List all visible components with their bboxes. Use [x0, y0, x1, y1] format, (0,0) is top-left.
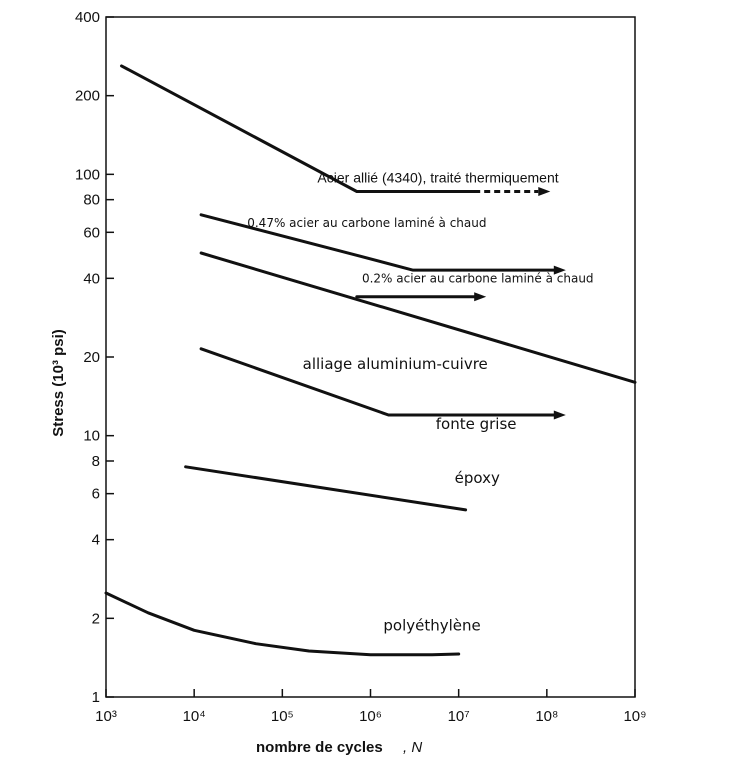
series-label-fonte-grise: fonte grise	[436, 415, 517, 433]
series-label-polyethylene: polyéthylène	[383, 616, 480, 634]
y-tick-label: 400	[75, 9, 100, 26]
series-line-fonte-grise	[199, 347, 556, 417]
arrowhead-acier-4340	[538, 186, 551, 196]
y-axis-ticks: 1 2 4 6 8 10 20 40 60 80 100 200 400	[75, 9, 114, 706]
x-tick-label: 10⁵	[271, 708, 294, 725]
x-tick-label: 10⁹	[623, 708, 646, 725]
y-tick-label: 80	[83, 192, 100, 209]
arrowhead-acier-02	[474, 292, 487, 302]
series-line-acier-047	[199, 213, 556, 272]
y-tick-label: 60	[83, 224, 100, 241]
x-tick-label: 10⁴	[183, 708, 206, 725]
y-tick-label: 40	[83, 270, 100, 287]
y-tick-label: 100	[75, 166, 100, 183]
y-tick-label: 6	[92, 486, 100, 503]
x-tick-label: 10⁶	[359, 708, 382, 725]
y-tick-label: 200	[75, 88, 100, 105]
y-tick-label: 1	[92, 689, 100, 706]
arrowhead-acier-047	[553, 265, 566, 275]
series-layer	[104, 64, 637, 657]
series-label-alliage-al-cu: alliage aluminium-cuivre	[303, 355, 488, 373]
y-axis-title: Stress (10³ psi)	[50, 329, 67, 437]
y-tick-label: 2	[92, 610, 100, 627]
series-label-acier-4340: Acier allié (4340), traité thermiquement	[317, 170, 558, 186]
x-tick-label: 10³	[95, 708, 117, 725]
series-label-epoxy: époxy	[455, 469, 500, 487]
y-tick-label: 20	[83, 349, 100, 366]
y-tick-label: 4	[92, 532, 100, 549]
series-label-acier-02: 0.2% acier au carbone laminé à chaud	[362, 272, 594, 286]
series-label-acier-047: 0.47% acier au carbone laminé à chaud	[247, 216, 486, 230]
x-axis-title: nombre de cycles	[256, 739, 383, 756]
series-line-alliage-al-cu	[199, 251, 637, 384]
y-tick-label: 10	[83, 428, 100, 445]
series-line-acier-4340	[120, 64, 476, 193]
series-line-polyethylene	[104, 591, 461, 657]
x-tick-label: 10⁷	[448, 708, 470, 725]
x-tick-label: 10⁸	[535, 708, 558, 725]
x-axis-ticks: 10³ 10⁴ 10⁵ 10⁶ 10⁷ 10⁸ 10⁹	[95, 689, 647, 725]
series-labels: Acier allié (4340), traité thermiquement…	[247, 170, 593, 635]
arrowhead-fonte-grise	[553, 410, 566, 420]
y-tick-label: 8	[92, 453, 100, 470]
x-axis-symbol: , N	[403, 739, 422, 756]
series-line-epoxy	[184, 465, 468, 512]
